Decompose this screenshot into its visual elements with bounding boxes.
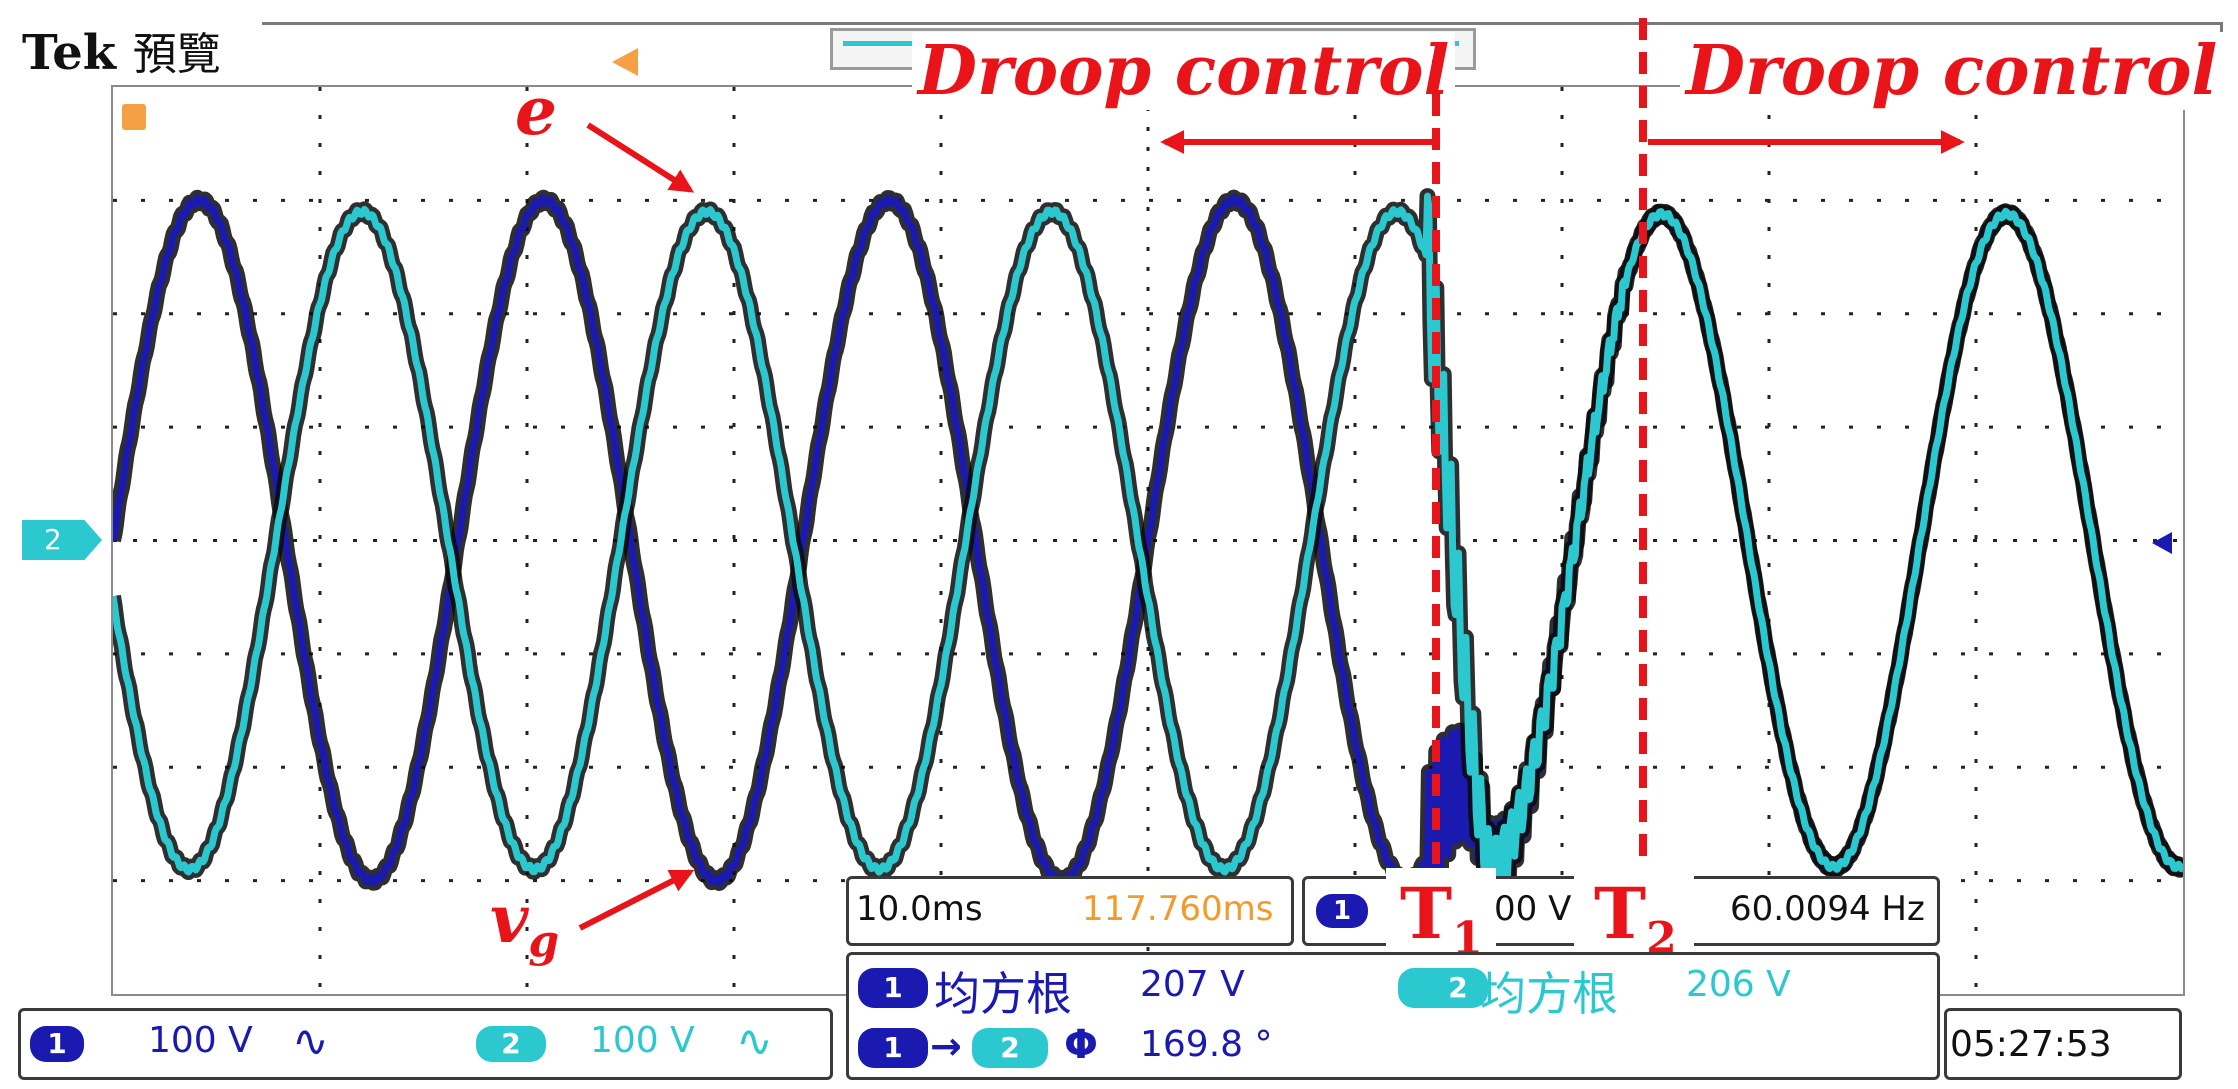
trigger-channel-chip: 1 bbox=[1316, 894, 1368, 928]
waveform-traces bbox=[113, 188, 2183, 915]
trigger-time-marker bbox=[122, 104, 146, 130]
timebase-readout bbox=[846, 876, 1294, 946]
clock-value: 05:27:53 bbox=[1950, 1024, 2112, 1065]
ch2-ground-marker: 2 bbox=[22, 520, 102, 560]
clock-panel bbox=[1944, 1008, 2182, 1080]
channel-scale-panel bbox=[18, 1008, 833, 1080]
meas1-label: 均方根 bbox=[934, 967, 1072, 1021]
brand-text: Tek bbox=[22, 25, 117, 81]
t2-label-main: T bbox=[1594, 872, 1647, 955]
record-view-window bbox=[843, 41, 923, 46]
ch2-scale: 100 V bbox=[590, 1020, 695, 1061]
measurement-panel bbox=[846, 952, 1940, 1080]
mode-text: 預覽 bbox=[132, 29, 221, 80]
vg-label-main: v bbox=[490, 880, 529, 958]
ch1-trigger-level-marker bbox=[2152, 532, 2172, 554]
phase-from-chip: 1 bbox=[858, 1028, 928, 1068]
ch1-scale: 100 V bbox=[148, 1020, 253, 1061]
meas2-label: 均方根 bbox=[1480, 967, 1618, 1021]
brand-logo: Tek 預覽 bbox=[22, 18, 221, 82]
t1-label-main: T bbox=[1400, 872, 1453, 955]
timebase-value: 10.0ms bbox=[856, 889, 983, 929]
meas1-value: 207 V bbox=[1140, 964, 1245, 1005]
waveform-display bbox=[113, 87, 2183, 994]
ch2-chip: 2 bbox=[476, 1026, 546, 1062]
trigger-position-value: 117.760ms bbox=[1082, 889, 1274, 929]
ch2-coupling-icon: ∿ bbox=[736, 1016, 773, 1067]
vg-label-sub: g bbox=[528, 916, 560, 968]
droop-control-right-label: Droop control bbox=[1680, 32, 2224, 110]
trigger-position-icon bbox=[612, 48, 638, 76]
phase-arrow-icon: → bbox=[930, 1024, 962, 1068]
vg-label: vg bbox=[490, 880, 559, 967]
frequency-value: 60.0094 Hz bbox=[1730, 889, 1925, 929]
e-label: e bbox=[515, 72, 557, 150]
t1-label: T1 bbox=[1386, 868, 1496, 964]
trace-v_g-line bbox=[113, 192, 2183, 907]
phase-to-chip: 2 bbox=[972, 1028, 1048, 1068]
ch1-chip: 1 bbox=[30, 1026, 84, 1062]
droop-control-left-label: Droop control bbox=[912, 32, 1456, 110]
meas2-value: 206 V bbox=[1686, 964, 1791, 1005]
trigger-level-value: 00 V bbox=[1494, 889, 1572, 929]
ch2-ground-label: 2 bbox=[44, 523, 62, 556]
ch1-coupling-icon: ∿ bbox=[292, 1016, 329, 1067]
meas1-channel-chip: 1 bbox=[858, 968, 928, 1008]
phase-label: Φ bbox=[1064, 1022, 1099, 1068]
t2-label: T2 bbox=[1574, 868, 1694, 964]
phase-value: 169.8 ° bbox=[1140, 1024, 1273, 1065]
meas2-channel-chip: 2 bbox=[1398, 968, 1488, 1008]
